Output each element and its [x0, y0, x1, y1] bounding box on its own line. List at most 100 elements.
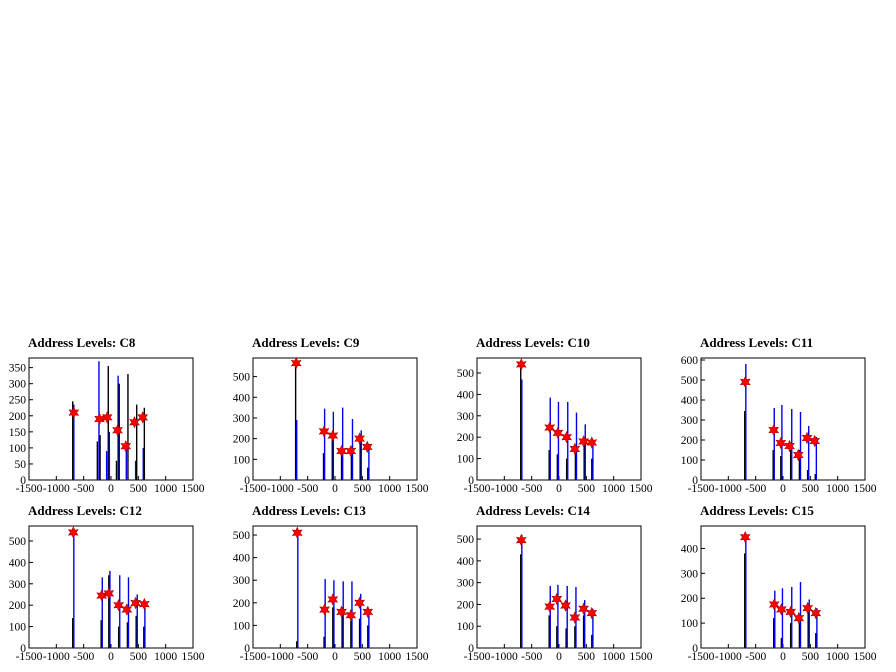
- y-tick-label: 150: [9, 427, 27, 439]
- x-tick-label: 1000: [154, 651, 177, 663]
- y-tick-label: 400: [681, 395, 699, 407]
- peak-marker: [327, 429, 339, 442]
- x-tick-label: 0: [556, 483, 562, 495]
- peak-marker: [129, 415, 140, 429]
- x-tick-label: 0: [780, 483, 786, 495]
- peak-marker: [290, 356, 302, 370]
- chart-title: Address Levels: C11: [700, 335, 814, 350]
- y-tick-label: 100: [9, 622, 27, 634]
- peak-marker: [354, 432, 365, 445]
- y-tick-label: 300: [681, 415, 699, 427]
- peak-marker: [775, 603, 787, 616]
- x-tick-label: -1500: [240, 483, 267, 495]
- x-tick-label: 0: [108, 651, 114, 663]
- x-tick-label: -1000: [715, 651, 742, 663]
- y-tick-label: 500: [9, 536, 27, 548]
- y-tick-label: 200: [457, 432, 475, 444]
- peak-marker: [802, 601, 813, 615]
- peak-marker: [113, 598, 125, 612]
- peak-marker: [739, 375, 751, 389]
- x-tick-label: -1000: [715, 483, 742, 495]
- chart-panel: 0 100 200 300 400 500 -1500 -1000 -500 0 500 1000 15…: [448, 336, 672, 504]
- y-tick-label: 100: [681, 455, 699, 467]
- peak-marker: [354, 596, 365, 610]
- x-tick-label: 1000: [826, 483, 849, 495]
- y-tick-label: 500: [681, 375, 699, 387]
- y-tick-label: 400: [233, 392, 251, 404]
- peak-marker: [121, 603, 133, 616]
- peak-marker: [793, 611, 805, 625]
- x-tick-label: -1000: [43, 483, 70, 495]
- peak-marker: [785, 605, 797, 619]
- y-tick-label: 0: [692, 643, 698, 655]
- y-tick-label: 400: [457, 389, 475, 401]
- x-tick-label: 1000: [826, 651, 849, 663]
- chart-title: Address Levels: C13: [252, 503, 366, 518]
- y-tick-label: 0: [692, 475, 698, 487]
- x-tick-label: 500: [130, 651, 148, 663]
- peak-marker: [739, 530, 751, 544]
- y-tick-label: 0: [468, 475, 474, 487]
- x-tick-label: 1500: [182, 651, 205, 663]
- peak-marker: [792, 448, 804, 462]
- y-tick-label: 300: [9, 379, 27, 391]
- x-tick-label: -500: [297, 483, 318, 495]
- x-tick-label: -500: [521, 651, 542, 663]
- x-tick-label: 1500: [182, 483, 205, 495]
- x-tick-label: 1500: [630, 483, 653, 495]
- y-tick-label: 0: [244, 475, 250, 487]
- x-tick-label: 1500: [630, 651, 653, 663]
- peak-marker: [137, 411, 149, 424]
- x-tick-label: 500: [578, 651, 596, 663]
- plot-frame: [28, 525, 194, 649]
- plot-frame: [252, 357, 418, 481]
- x-tick-label: -500: [73, 483, 94, 495]
- x-tick-label: 500: [802, 651, 820, 663]
- peak-marker: [810, 606, 822, 620]
- peak-marker: [768, 598, 780, 611]
- peak-marker: [345, 444, 357, 458]
- peak-marker: [291, 526, 303, 540]
- y-tick-label: 0: [20, 643, 26, 655]
- peak-marker: [801, 431, 813, 445]
- peak-marker: [361, 440, 373, 454]
- x-tick-label: -1500: [16, 483, 43, 495]
- y-tick-label: 400: [233, 553, 251, 565]
- chart-title: Address Levels: C12: [28, 503, 142, 518]
- y-tick-label: 0: [468, 643, 474, 655]
- y-tick-label: 0: [244, 643, 250, 655]
- peak-marker: [336, 605, 347, 619]
- chart-panel: 0 100 200 300 400 500 -1500 -1000 -500 0 500 1000 15…: [448, 504, 672, 672]
- y-tick-label: 500: [457, 534, 475, 546]
- peak-marker: [569, 442, 581, 456]
- peak-marker: [569, 611, 581, 624]
- peak-marker: [544, 421, 556, 434]
- chart-svg: 0 50 100 150 200 250 300 350 -1500 -1000 -500 0 500 1…: [9, 357, 205, 495]
- y-tick-label: 200: [9, 411, 27, 423]
- x-tick-label: 1000: [378, 651, 401, 663]
- peak-marker: [345, 609, 357, 622]
- x-tick-label: 0: [108, 483, 114, 495]
- chart-svg: 0 100 200 300 400 500 -1500 -1000 -500 0 500 1000 15…: [233, 525, 429, 663]
- plot-frame: [700, 357, 866, 481]
- chart-panel: 0 50 100 150 200 250 300 350 -1500 -1000 -500 0 500 1…: [0, 336, 224, 504]
- y-tick-label: 500: [233, 530, 251, 542]
- peak-marker: [560, 599, 571, 612]
- chart-title: Address Levels: C14: [476, 503, 590, 518]
- x-tick-label: 0: [332, 483, 338, 495]
- x-tick-label: 1500: [406, 651, 429, 663]
- x-tick-label: 500: [354, 483, 372, 495]
- x-tick-label: -1000: [43, 651, 70, 663]
- y-tick-label: 300: [457, 578, 475, 590]
- y-tick-label: 250: [9, 395, 27, 407]
- y-tick-label: 200: [233, 434, 251, 446]
- peak-marker: [327, 593, 339, 606]
- x-tick-label: 0: [332, 651, 338, 663]
- chart-svg: 0 100 200 300 400 -1500 -1000 -500 0 500 1000 1500: [681, 525, 877, 663]
- y-tick-label: 400: [9, 557, 27, 569]
- y-tick-label: 400: [457, 556, 475, 568]
- peak-marker: [544, 600, 556, 613]
- y-tick-label: 400: [681, 543, 699, 555]
- chart-panel: 0 100 200 300 400 500 -1500 -1000 -500 0 500 1000 15…: [224, 336, 448, 504]
- y-tick-label: 100: [681, 618, 699, 630]
